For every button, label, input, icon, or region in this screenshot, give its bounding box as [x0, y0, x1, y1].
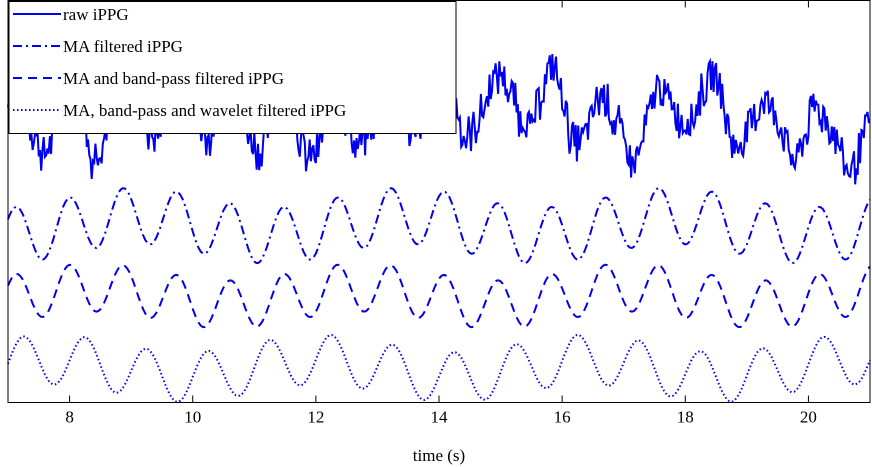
series-line-4 — [7, 333, 871, 403]
legend-entry: raw iPPG — [63, 5, 129, 24]
legend-box — [8, 1, 457, 134]
x-axis: 8 10 12 14 16 18 20 — [65, 0, 817, 427]
series-line-3 — [7, 263, 871, 329]
x-tick-label: 12 — [307, 408, 324, 427]
x-tick-label: 16 — [554, 408, 571, 427]
x-tick-label: 10 — [184, 408, 201, 427]
x-tick-label: 20 — [800, 408, 817, 427]
x-tick-label: 18 — [677, 408, 694, 427]
legend-entry: MA, band-pass and wavelet filtered iPPG — [63, 101, 346, 120]
series-line-2 — [7, 187, 871, 265]
x-tick-label: 8 — [65, 408, 74, 427]
legend: raw iPPG MA filtered iPPG MA and band-pass… — [8, 1, 457, 134]
legend-entry: MA filtered iPPG — [63, 37, 183, 56]
x-tick-label: 14 — [431, 408, 449, 427]
x-axis-label: time (s) — [413, 446, 465, 465]
legend-entry: MA and band-pass filtered iPPG — [63, 69, 284, 88]
